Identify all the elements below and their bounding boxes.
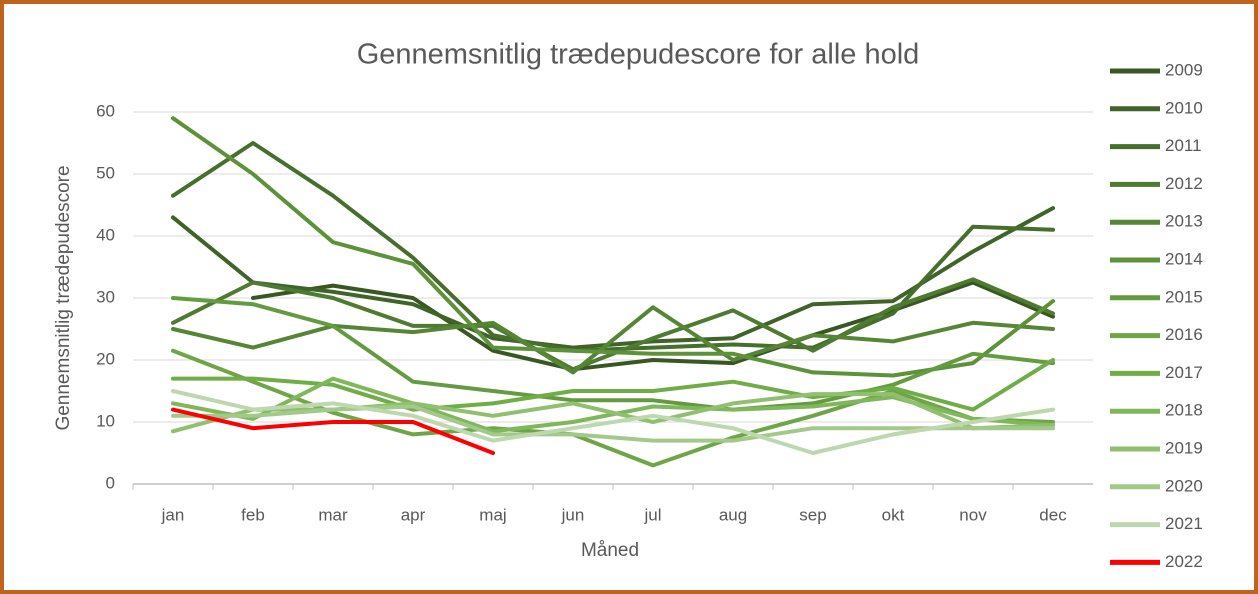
- series-line: [251, 280, 1055, 372]
- y-tick-label: 40: [96, 225, 115, 244]
- x-tick-label: mar: [318, 505, 348, 524]
- x-tick-label: dec: [1039, 505, 1067, 524]
- series-line: [171, 296, 1055, 412]
- x-tick-label: nov: [959, 505, 987, 524]
- legend-label: 2012: [1165, 174, 1203, 193]
- y-tick-label: 60: [96, 101, 115, 120]
- legend-label: 2014: [1165, 249, 1203, 268]
- legend-label: 2020: [1165, 476, 1203, 495]
- x-tick-label: apr: [401, 505, 426, 524]
- chart-title: Gennemsnitlig trædepudescore for alle ho…: [357, 39, 920, 71]
- x-tick-label: feb: [241, 505, 265, 524]
- series-line: [171, 407, 495, 455]
- x-tick-label: sep: [799, 505, 826, 524]
- legend-label: 2016: [1165, 325, 1203, 344]
- x-tick-label: maj: [479, 505, 506, 524]
- y-axis-label: Gennemsnitlig trædepudescore: [53, 165, 74, 430]
- y-tick-label: 20: [96, 349, 115, 368]
- x-tick-label: okt: [882, 505, 905, 524]
- legend-label: 2021: [1165, 514, 1203, 533]
- y-tick-label: 10: [96, 411, 115, 430]
- series-line: [171, 206, 1055, 350]
- series-line: [171, 348, 1055, 468]
- legend-label: 2017: [1165, 363, 1203, 382]
- legend-label: 2015: [1165, 287, 1203, 306]
- legend-label: 2010: [1165, 98, 1203, 117]
- legend-label: 2011: [1165, 136, 1202, 155]
- series-line: [171, 404, 1055, 443]
- legend-label: 2013: [1165, 212, 1203, 231]
- series-line: [171, 389, 1055, 455]
- x-tick-label: jun: [561, 505, 585, 524]
- y-tick-label: 0: [106, 473, 115, 492]
- y-tick-label: 50: [96, 163, 115, 182]
- x-tick-label: aug: [719, 505, 747, 524]
- legend-label: 2009: [1165, 60, 1203, 79]
- x-tick-label: jul: [643, 505, 661, 524]
- x-axis-label: Måned: [581, 540, 639, 561]
- legend-label: 2018: [1165, 401, 1203, 420]
- legend-label: 2019: [1165, 438, 1203, 457]
- legend-label: 2022: [1165, 552, 1203, 571]
- x-tick-label: jan: [161, 505, 185, 524]
- y-tick-label: 30: [96, 287, 115, 306]
- series-line: [171, 116, 1055, 378]
- series-line: [171, 305, 1055, 375]
- series-line: [171, 141, 1055, 353]
